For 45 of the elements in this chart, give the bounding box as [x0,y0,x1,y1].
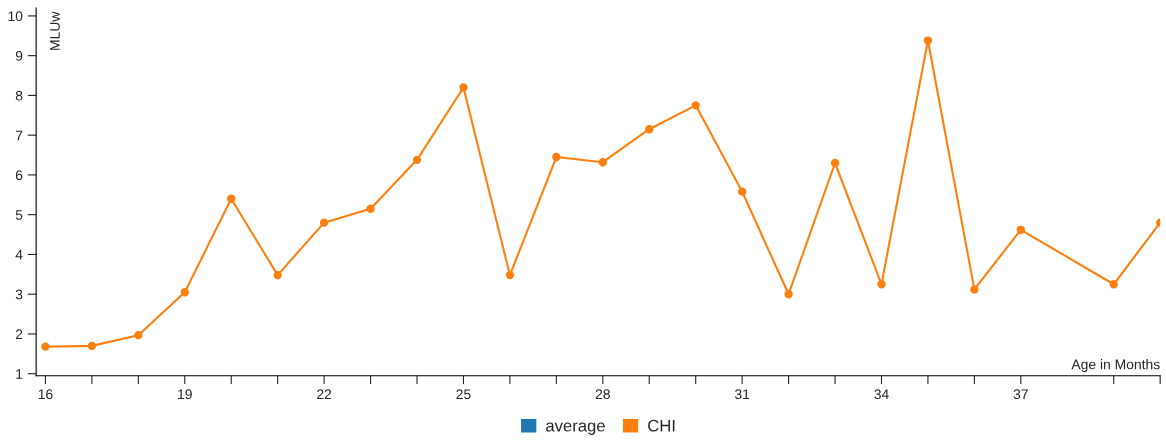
point [41,342,50,351]
point [459,83,468,92]
y-tick-label: 3 [15,289,23,300]
point [412,155,422,164]
x-tick-label: 25 [456,389,471,400]
x-tick-label: 28 [595,389,610,400]
point [830,158,840,168]
x-axis-title: Age in Months [1071,359,1160,373]
point [134,330,143,340]
x-tick-label: 31 [734,389,750,400]
y-tick-label: 9 [15,51,23,61]
y-tick-label: 6 [15,170,23,181]
y-tick-label: 10 [8,11,23,22]
point [970,285,979,294]
y-tick-label: 4 [15,249,23,260]
point [227,194,236,203]
y-tick-label: 2 [15,329,23,339]
point [552,152,561,162]
point [784,290,793,299]
y-tick-label: 1 [16,369,23,379]
point [923,36,933,45]
legend-label: average [546,422,605,435]
point [505,270,515,280]
point [737,187,747,196]
point [691,101,700,110]
point [1016,225,1025,234]
x-tick-label: 34 [874,389,889,400]
point [180,288,189,297]
y-tick-label: 5 [15,210,23,220]
point [319,218,329,227]
point [598,158,607,167]
point [877,280,886,289]
point [645,125,654,134]
point [87,341,97,351]
y-tick-label: 8 [15,90,23,101]
y-axis-title: MLUw [50,11,60,50]
x-tick-label: 19 [178,389,192,400]
x-tick-label: 22 [317,389,332,399]
x-tick-label: 37 [1013,389,1028,400]
y-tick-label: 7 [15,130,23,141]
point [366,204,375,213]
point [1109,280,1118,289]
x-tick-label: 16 [38,389,53,400]
legend-label: CHI [648,419,675,432]
point [273,270,282,280]
